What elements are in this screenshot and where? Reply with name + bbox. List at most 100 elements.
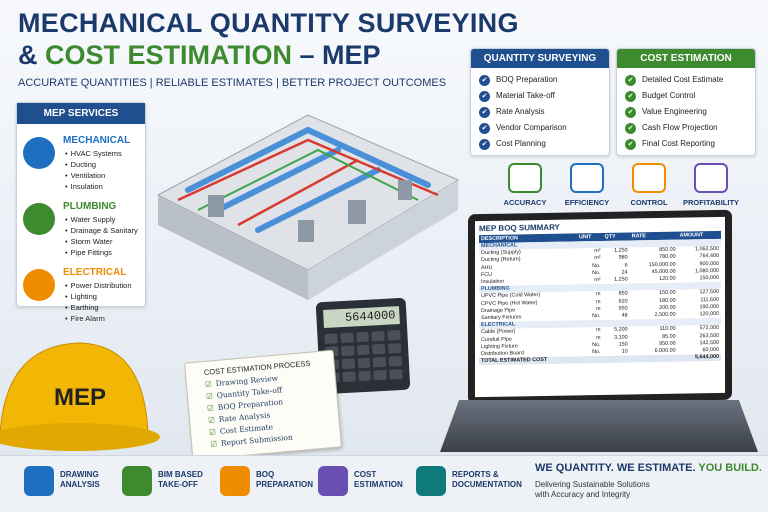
footer-icon [416,466,446,496]
sub-line: Delivering Sustainable Solutions [535,480,650,489]
list-item: Value Engineering [625,104,755,120]
panel-title: COST ESTIMATION [617,49,755,68]
ce-panel: COST ESTIMATION Detailed Cost EstimateBud… [616,48,756,156]
list-item: Cash Flow Projection [625,120,755,136]
benefit-label: ACCURACY [503,198,547,207]
sub-line: with Accuracy and Integrity [535,490,631,499]
calculator-key [341,358,355,370]
boq-table: DESCRIPTION UNIT QTY RATE AMOUNT MECHANICAL Du… [479,230,721,366]
service-item: Pipe Fittings [65,247,138,258]
calculator-key [357,357,371,369]
slogan: WE QUANTITY. WE ESTIMATE. YOU BUILD. [535,462,762,474]
service-item: Ducting [65,159,122,170]
service-name: PLUMBING [63,201,117,212]
calculator-key [340,332,354,344]
footer-icon [220,466,250,496]
benefit-label: PROFITABILITY [682,198,740,207]
panel-title: QUANTITY SURVEYING [471,49,609,68]
service-item: Insulation [65,181,122,192]
helmet: MEP [0,342,160,451]
benefit-label: EFFICIENCY [564,198,610,207]
footer-label: BOQ PREPARATION [256,470,314,489]
benefit-icon [632,163,666,193]
service-list: Power DistributionLightingEarthingFire A… [65,280,132,324]
list-item: Final Cost Reporting [625,136,755,152]
slogan-part: WE QUANTITY. WE ESTIMATE. [535,462,696,474]
calculator-key [356,344,370,356]
footer-icon [122,466,152,496]
calculator-key [324,333,338,344]
slogan-sub: Delivering Sustainable Solutions with Acc… [535,480,650,500]
total-value: 5,644,000 [677,354,721,363]
screen: MEP BOQ SUMMARY DESCRIPTION UNIT QTY RATE AM… [475,216,725,398]
list-item: Detailed Cost Estimate [625,72,755,88]
list-item: Vendor Comparison [479,120,609,136]
calculator-key [357,370,372,382]
service-item: Power Distribution [65,280,132,291]
service-item: Drainage & Sanitary [65,225,138,236]
benefit: PROFITABILITY [678,163,744,207]
service-list: Water SupplyDrainage & SanitaryStorm Wat… [65,214,138,258]
service-group: PLUMBING Water SupplyDrainage & SanitaryS… [23,199,147,265]
footer-item: BOQ PREPARATION [220,464,315,504]
calculator-key [355,331,370,343]
service-item: Water Supply [65,214,138,225]
footer: DRAWING ANALYSIS BIM BASED TAKE-OFF BOQ PR… [0,455,768,512]
calculator-key [342,371,356,383]
calculator-key [389,368,403,380]
title: MECHANICAL QUANTITY SURVEYING [18,8,519,38]
footer-icon [318,466,348,496]
notebook: COST ESTIMATION PROCESS Drawing ReviewQu… [184,349,342,461]
tagline: ACCURATE QUANTITIES | RELIABLE ESTIMATES… [18,77,447,89]
calculator-key [387,330,401,341]
service-list: HVAC SystemsDuctingVentilationInsulation [65,148,122,192]
benefit: CONTROL [616,163,682,207]
list-item: Budget Control [625,88,755,104]
service-item: HVAC Systems [65,148,122,159]
footer-icon [24,466,54,496]
benefit: EFFICIENCY [554,163,620,207]
title-part: – MEP [299,40,381,70]
services-title: MEP SERVICES [17,103,145,124]
service-icon [23,137,55,169]
calculator-display: 5644000 [323,306,400,329]
building-illustration [156,114,460,300]
title-part: COST ESTIMATION [45,40,293,70]
boq-cell: 5,200 [614,326,628,334]
footer-label: REPORTS & DOCUMENTATION [452,470,522,489]
calculator-key [373,369,387,381]
boq-cell: 1,250 [614,276,628,283]
footer-label: BIM BASED TAKE-OFF [158,470,203,489]
calculator-key [371,330,385,342]
calculator-key [373,356,387,368]
footer-item: DRAWING ANALYSIS [24,464,119,504]
service-group: ELECTRICAL Power DistributionLightingEart… [23,265,147,331]
services-panel: MEP SERVICES MECHANICAL HVAC SystemsDucti… [16,102,147,323]
benefit: ACCURACY [492,163,558,207]
list: Drawing ReviewQuantity Take-offBOQ Prepa… [205,368,333,450]
footer-item: REPORTS & DOCUMENTATION [416,464,522,504]
list-item: BOQ Preparation [479,72,609,88]
boq-cell: 120,000 [699,310,720,318]
service-item: Fire Alarm [65,313,132,324]
benefit-label: CONTROL [630,198,668,207]
service-item: Ventilation [65,170,122,181]
boq-cell: 150,000 [699,274,720,282]
benefit-icon [570,163,604,193]
title: & COST ESTIMATION – MEP [18,40,381,71]
calculator-key [388,355,403,367]
service-group: MECHANICAL HVAC SystemsDuctingVentilation… [23,133,147,199]
footer-label: COST ESTIMATION [354,470,403,489]
qs-panel: QUANTITY SURVEYING BOQ PreparationMateria… [470,48,610,156]
list-item: Cost Planning [479,136,609,152]
laptop: MEP BOQ SUMMARY DESCRIPTION UNIT QTY RATE AM… [468,209,732,405]
list: Detailed Cost EstimateBudget ControlValu… [625,72,755,152]
list-item: Rate Analysis [479,104,609,120]
footer-item: BIM BASED TAKE-OFF [122,464,217,504]
benefit-icon [694,163,728,193]
title-part: & [18,40,38,70]
service-name: MECHANICAL [63,135,131,146]
list: BOQ PreparationMaterial Take-offRate Ana… [479,72,609,152]
slogan-part: YOU BUILD. [698,462,762,474]
